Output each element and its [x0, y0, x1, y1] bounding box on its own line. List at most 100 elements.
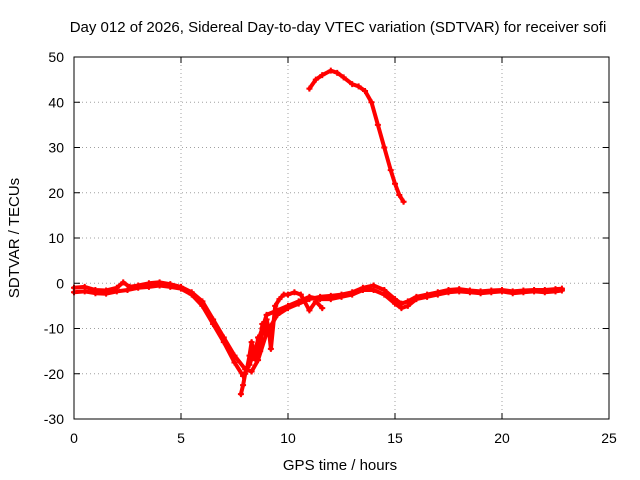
data-point: [340, 74, 347, 81]
data-point: [246, 352, 253, 359]
data-point: [178, 285, 184, 292]
y-tick-label: -30: [44, 411, 64, 427]
x-axis-ticks: 0 5 10 15 20 25: [70, 57, 617, 446]
data-point: [263, 316, 270, 323]
data-point: [319, 305, 326, 312]
data-point: [306, 307, 313, 314]
data-point: [248, 368, 255, 375]
data-point: [113, 288, 120, 295]
data-point: [531, 288, 538, 295]
data-point: [276, 296, 283, 303]
y-axis-ticks: -30 -20 -10 0 10 20 30 40 50: [44, 49, 609, 427]
data-point: [135, 284, 142, 291]
series-line: [307, 68, 406, 204]
data-point: [327, 67, 334, 74]
data-point: [306, 85, 313, 92]
x-tick-label: 20: [494, 430, 510, 446]
data-point: [306, 293, 313, 300]
data-point: [291, 289, 298, 296]
data-point: [334, 69, 341, 76]
data-point: [327, 296, 334, 303]
data-point: [509, 290, 516, 297]
grid-lines: [74, 57, 609, 419]
data-point: [349, 291, 356, 298]
data-point: [92, 290, 99, 297]
data-point: [265, 325, 272, 332]
data-point: [167, 283, 174, 290]
x-tick-label: 25: [601, 430, 617, 446]
data-point: [488, 289, 495, 296]
y-tick-label: -10: [44, 321, 64, 337]
data-point: [312, 76, 319, 83]
series-group: [71, 282, 565, 380]
data-point: [255, 334, 262, 341]
data-point: [445, 289, 452, 296]
data-point: [400, 198, 407, 205]
data-point: [370, 287, 377, 294]
data-point: [381, 144, 388, 151]
data-point: [552, 288, 559, 295]
chart-title: Day 012 of 2026, Sidereal Day-to-day VTE…: [70, 19, 607, 36]
x-tick-label: 15: [387, 430, 403, 446]
data-point: [541, 289, 548, 296]
data-point: [240, 382, 247, 389]
series-line: [72, 280, 564, 374]
data-point: [297, 291, 304, 298]
data-point: [424, 293, 431, 300]
x-axis-label: GPS time / hours: [283, 457, 397, 474]
y-tick-label: -20: [44, 366, 64, 382]
data-point: [242, 370, 249, 377]
x-tick-label: 10: [280, 430, 296, 446]
data-point: [156, 282, 163, 289]
y-axis-label: SDTVAR / TECUs: [6, 178, 23, 298]
data-point: [103, 290, 110, 297]
data-point: [499, 288, 505, 295]
data-point: [355, 83, 362, 90]
y-tick-label: 40: [48, 94, 64, 110]
data-point: [81, 288, 88, 295]
data-point: [285, 302, 291, 309]
y-tick-label: 10: [48, 230, 64, 246]
data-point: [317, 296, 324, 303]
y-tick-label: 30: [48, 140, 64, 156]
data-point: [248, 339, 255, 346]
data-layer: [71, 67, 565, 398]
x-tick-label: 0: [70, 430, 78, 446]
y-tick-label: 50: [48, 49, 64, 65]
data-point: [319, 72, 326, 79]
series-group: [237, 289, 326, 398]
data-point: [231, 359, 238, 366]
data-point: [520, 289, 527, 296]
data-point: [374, 121, 381, 128]
data-point: [362, 87, 369, 94]
data-point: [312, 298, 319, 305]
data-point: [456, 288, 463, 295]
data-point: [398, 305, 405, 312]
data-point: [252, 357, 259, 364]
data-point: [285, 291, 291, 298]
data-point: [244, 363, 251, 370]
data-point: [466, 289, 473, 296]
data-point: [237, 391, 244, 398]
data-point: [120, 279, 127, 286]
data-point: [381, 291, 388, 298]
data-point: [188, 291, 195, 298]
data-point: [392, 180, 398, 187]
data-point: [272, 302, 279, 309]
data-point: [250, 350, 257, 357]
data-point: [295, 298, 302, 305]
data-point: [210, 320, 217, 327]
data-point: [396, 192, 403, 199]
data-point: [338, 293, 345, 300]
data-point: [368, 99, 375, 106]
data-point: [261, 330, 268, 337]
data-point: [359, 287, 366, 294]
data-point: [124, 287, 131, 294]
data-point: [404, 302, 411, 309]
data-point: [434, 291, 441, 298]
series-group: [306, 67, 407, 205]
data-point: [259, 320, 266, 327]
data-point: [257, 348, 264, 355]
data-point: [387, 167, 394, 174]
